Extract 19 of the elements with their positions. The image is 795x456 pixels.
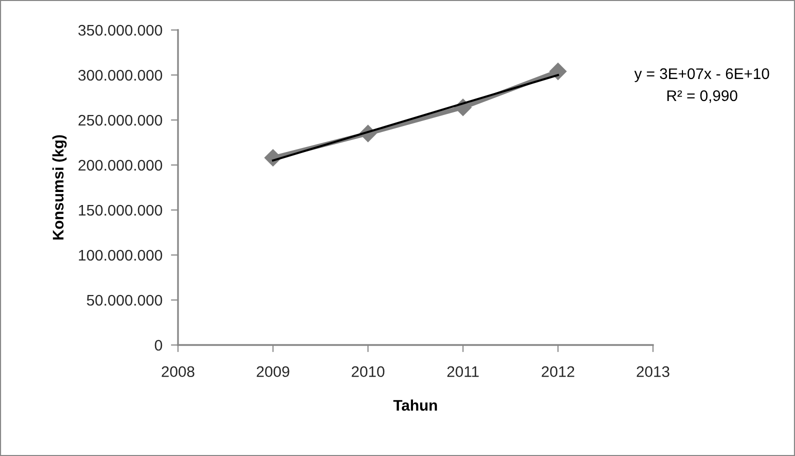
y-tick-label: 300.000.000 <box>78 70 162 81</box>
y-tick-label: 150.000.000 <box>78 204 162 216</box>
y-tick-label: 50.000.000 <box>86 294 162 306</box>
x-tick-label: 2013 <box>636 366 670 378</box>
x-tick-label: 2008 <box>162 366 194 378</box>
y-axis-title: Konsumsi (kg) <box>52 135 67 240</box>
y-tick-label: 350.000.000 <box>78 24 162 36</box>
x-tick-label: 2010 <box>352 366 384 378</box>
x-axis-title: Tahun <box>393 400 437 411</box>
x-tick-label: 2009 <box>256 366 290 378</box>
y-tick-label: 0 <box>154 340 162 351</box>
text: R² = 0,990 <box>667 90 738 103</box>
y-tick-label: 100.000.000 <box>78 250 162 261</box>
y-tick-label: 200.000.000 <box>78 160 162 171</box>
annotation: y = 3E+07x - 6E+10 <box>634 68 770 82</box>
point <box>549 62 567 80</box>
x-tick-label: 2011 <box>447 366 479 378</box>
y-tick-label: 250.000.000 <box>78 114 162 126</box>
x-tick-label: 2012 <box>542 366 574 378</box>
